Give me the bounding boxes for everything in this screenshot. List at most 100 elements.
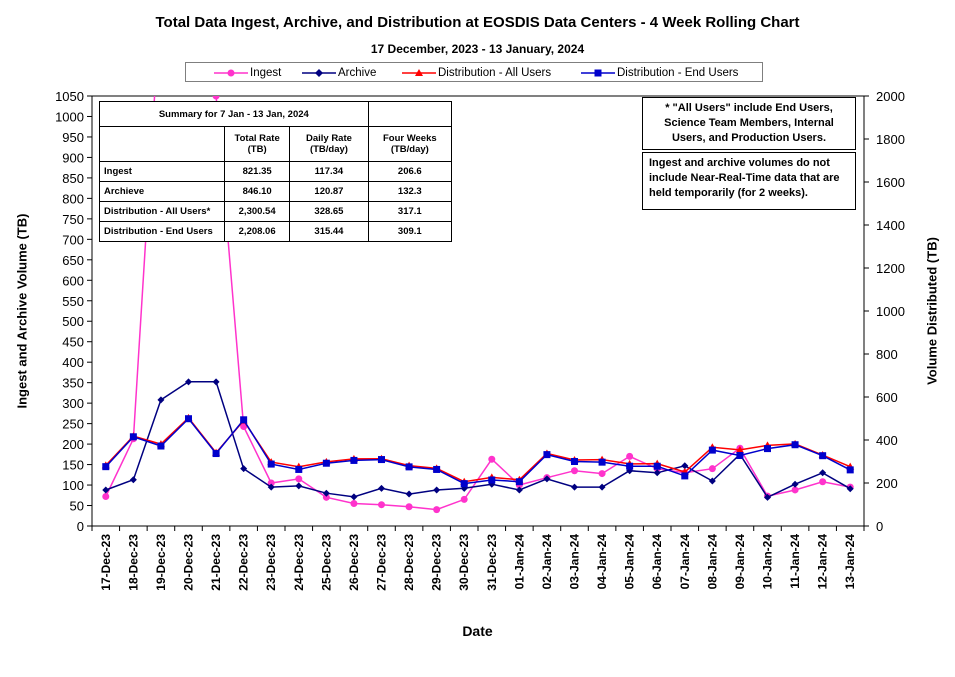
summary-title-row: Summary for 7 Jan - 13 Jan, 2024 [99, 101, 453, 127]
data-point-archive [764, 493, 771, 501]
legend-label-archive: Archive [338, 67, 377, 79]
summary-row-label: Distribution - All Users* [99, 201, 225, 223]
summary-title-blank [367, 101, 453, 127]
data-point-ingest [433, 506, 441, 514]
data-point-ingest [626, 452, 634, 460]
summary-row-daily: 117.34 [289, 161, 369, 183]
data-point-distribution-end-users [185, 415, 192, 423]
data-point-distribution-end-users [102, 463, 110, 471]
x-tick-label: 31-Dec-23 [485, 534, 499, 591]
data-point-archive [185, 378, 192, 386]
data-point-distribution-end-users [571, 458, 578, 465]
data-point-distribution-end-users [598, 458, 606, 466]
left-tick-label: 850 [62, 171, 84, 186]
data-point-archive [846, 485, 854, 493]
data-point-distribution-end-users [626, 462, 634, 470]
x-tick-label: 12-Jan-24 [816, 534, 830, 590]
data-point-distribution-end-users [460, 480, 468, 488]
right-tick-label: 200 [876, 476, 898, 491]
data-point-archive [543, 475, 551, 483]
data-point-archive [295, 482, 303, 490]
summary-row-total: 846.10 [223, 181, 291, 203]
x-tick-label: 06-Jan-24 [650, 534, 664, 590]
left-tick-label: 0 [77, 519, 84, 534]
x-tick-label: 03-Jan-24 [568, 534, 582, 590]
data-point-archive [267, 483, 275, 491]
left-tick-label: 1000 [55, 109, 84, 124]
legend-marker-ingest [214, 69, 248, 77]
left-tick-label: 650 [62, 253, 84, 268]
data-point-distribution-end-users [846, 466, 854, 474]
summary-row-label: Archieve [99, 181, 225, 203]
data-point-distribution-end-users [653, 462, 661, 470]
data-point-ingest [571, 467, 578, 475]
data-point-ingest [240, 422, 248, 430]
y-axis-right-title: Volume Distributed (TB) [924, 237, 940, 385]
right-tick-label: 1400 [876, 218, 905, 233]
summary-header-blank [99, 125, 225, 163]
legend-label-dist-all: Distribution - All Users [438, 67, 552, 79]
right-axis: 0 200 400 600 800 1000 1200 1400 1600 1800 2000 [864, 89, 905, 534]
data-point-distribution-end-users [212, 450, 220, 458]
summary-header-row: Total Rate (TB) Daily Rate (TB/day) Four… [99, 125, 453, 163]
data-point-distribution-end-users [433, 465, 441, 473]
data-point-archive [350, 493, 358, 501]
summary-row-four: 206.6 [367, 161, 453, 183]
data-point-archive [681, 462, 689, 470]
x-tick-label: 18-Dec-23 [126, 534, 140, 591]
data-point-ingest [212, 96, 220, 100]
data-point-distribution-all-users [735, 445, 744, 453]
data-point-distribution-end-users [543, 451, 551, 459]
left-tick-label: 900 [62, 150, 84, 165]
summary-col-four: Four Weeks (TB/day) [367, 125, 453, 163]
left-tick-label: 1050 [55, 89, 84, 104]
right-tick-label: 400 [876, 433, 898, 448]
data-point-distribution-end-users [708, 446, 716, 454]
data-point-archive [598, 483, 606, 491]
data-point-distribution-end-users [819, 452, 827, 460]
summary-row-daily: 315.44 [289, 221, 369, 242]
left-tick-label: 600 [62, 273, 84, 288]
right-tick-label: 0 [876, 519, 883, 534]
summary-row-total: 2,208.06 [223, 221, 291, 242]
data-point-distribution-end-users [405, 463, 413, 471]
left-tick-label: 200 [62, 437, 84, 452]
data-point-distribution-end-users [350, 456, 358, 464]
left-tick-label: 950 [62, 130, 84, 145]
legend: Ingest Archive Distribution - All Users … [185, 62, 763, 82]
data-point-ingest [267, 479, 275, 487]
summary-col-total: Total Rate (TB) [223, 125, 291, 163]
data-point-archive [515, 486, 523, 494]
left-tick-label: 750 [62, 212, 84, 227]
right-tick-label: 1800 [876, 132, 905, 147]
data-point-distribution-end-users [736, 451, 744, 459]
x-tick-label: 23-Dec-23 [264, 534, 278, 591]
legend-marker-dist-end [581, 69, 615, 77]
data-point-archive [819, 469, 827, 477]
data-point-distribution-end-users [129, 433, 137, 441]
data-point-ingest [405, 503, 413, 511]
x-tick-label: 19-Dec-23 [154, 534, 168, 591]
data-point-archive [212, 378, 220, 386]
x-tick-label: 07-Jan-24 [678, 534, 692, 590]
left-axis: 0 50 100 150 200 250 300 350 400 450 500 550 600 650 7… [55, 89, 92, 534]
x-axis-title: Date [462, 623, 493, 639]
data-point-distribution-end-users [764, 445, 771, 453]
summary-table: Summary for 7 Jan - 13 Jan, 2024 Total R… [99, 101, 453, 242]
data-point-ingest [819, 478, 827, 486]
data-point-archive [433, 486, 441, 494]
data-point-archive [571, 483, 578, 491]
summary-row-label: Ingest [99, 161, 225, 183]
data-point-archive [322, 489, 330, 497]
left-tick-label: 800 [62, 191, 84, 206]
x-tick-label: 20-Dec-23 [182, 534, 196, 591]
left-tick-label: 500 [62, 314, 84, 329]
data-point-distribution-end-users [378, 456, 385, 464]
data-point-distribution-end-users [157, 442, 165, 450]
data-point-archive [378, 484, 385, 492]
data-point-distribution-end-users [488, 476, 496, 484]
data-point-ingest [598, 470, 606, 478]
x-tick-label: 30-Dec-23 [457, 534, 471, 591]
x-tick-label: 09-Jan-24 [733, 534, 747, 590]
data-point-distribution-end-users [681, 472, 689, 480]
